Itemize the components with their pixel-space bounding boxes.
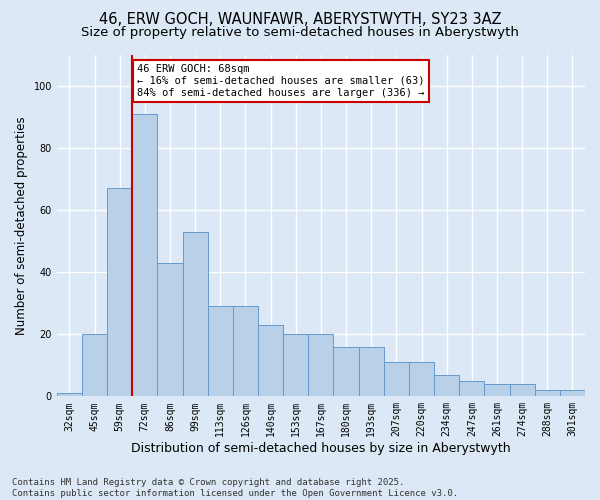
Bar — [334, 346, 359, 397]
Bar — [509, 384, 535, 396]
Bar — [107, 188, 132, 396]
Bar — [182, 232, 208, 396]
Bar — [459, 381, 484, 396]
Y-axis label: Number of semi-detached properties: Number of semi-detached properties — [15, 116, 28, 335]
Bar — [384, 362, 409, 396]
Bar — [208, 306, 233, 396]
Bar — [434, 374, 459, 396]
Text: Size of property relative to semi-detached houses in Aberystwyth: Size of property relative to semi-detach… — [81, 26, 519, 39]
Bar — [409, 362, 434, 396]
Bar — [132, 114, 157, 397]
Bar — [233, 306, 258, 396]
Text: 46, ERW GOCH, WAUNFAWR, ABERYSTWYTH, SY23 3AZ: 46, ERW GOCH, WAUNFAWR, ABERYSTWYTH, SY2… — [98, 12, 502, 28]
Bar — [283, 334, 308, 396]
Bar — [258, 325, 283, 396]
Bar — [535, 390, 560, 396]
Text: Contains HM Land Registry data © Crown copyright and database right 2025.
Contai: Contains HM Land Registry data © Crown c… — [12, 478, 458, 498]
Bar — [157, 263, 182, 396]
Bar — [560, 390, 585, 396]
Bar — [82, 334, 107, 396]
Text: 46 ERW GOCH: 68sqm
← 16% of semi-detached houses are smaller (63)
84% of semi-de: 46 ERW GOCH: 68sqm ← 16% of semi-detache… — [137, 64, 425, 98]
Bar — [484, 384, 509, 396]
Bar — [359, 346, 384, 397]
X-axis label: Distribution of semi-detached houses by size in Aberystwyth: Distribution of semi-detached houses by … — [131, 442, 511, 455]
Bar — [308, 334, 334, 396]
Bar — [57, 393, 82, 396]
